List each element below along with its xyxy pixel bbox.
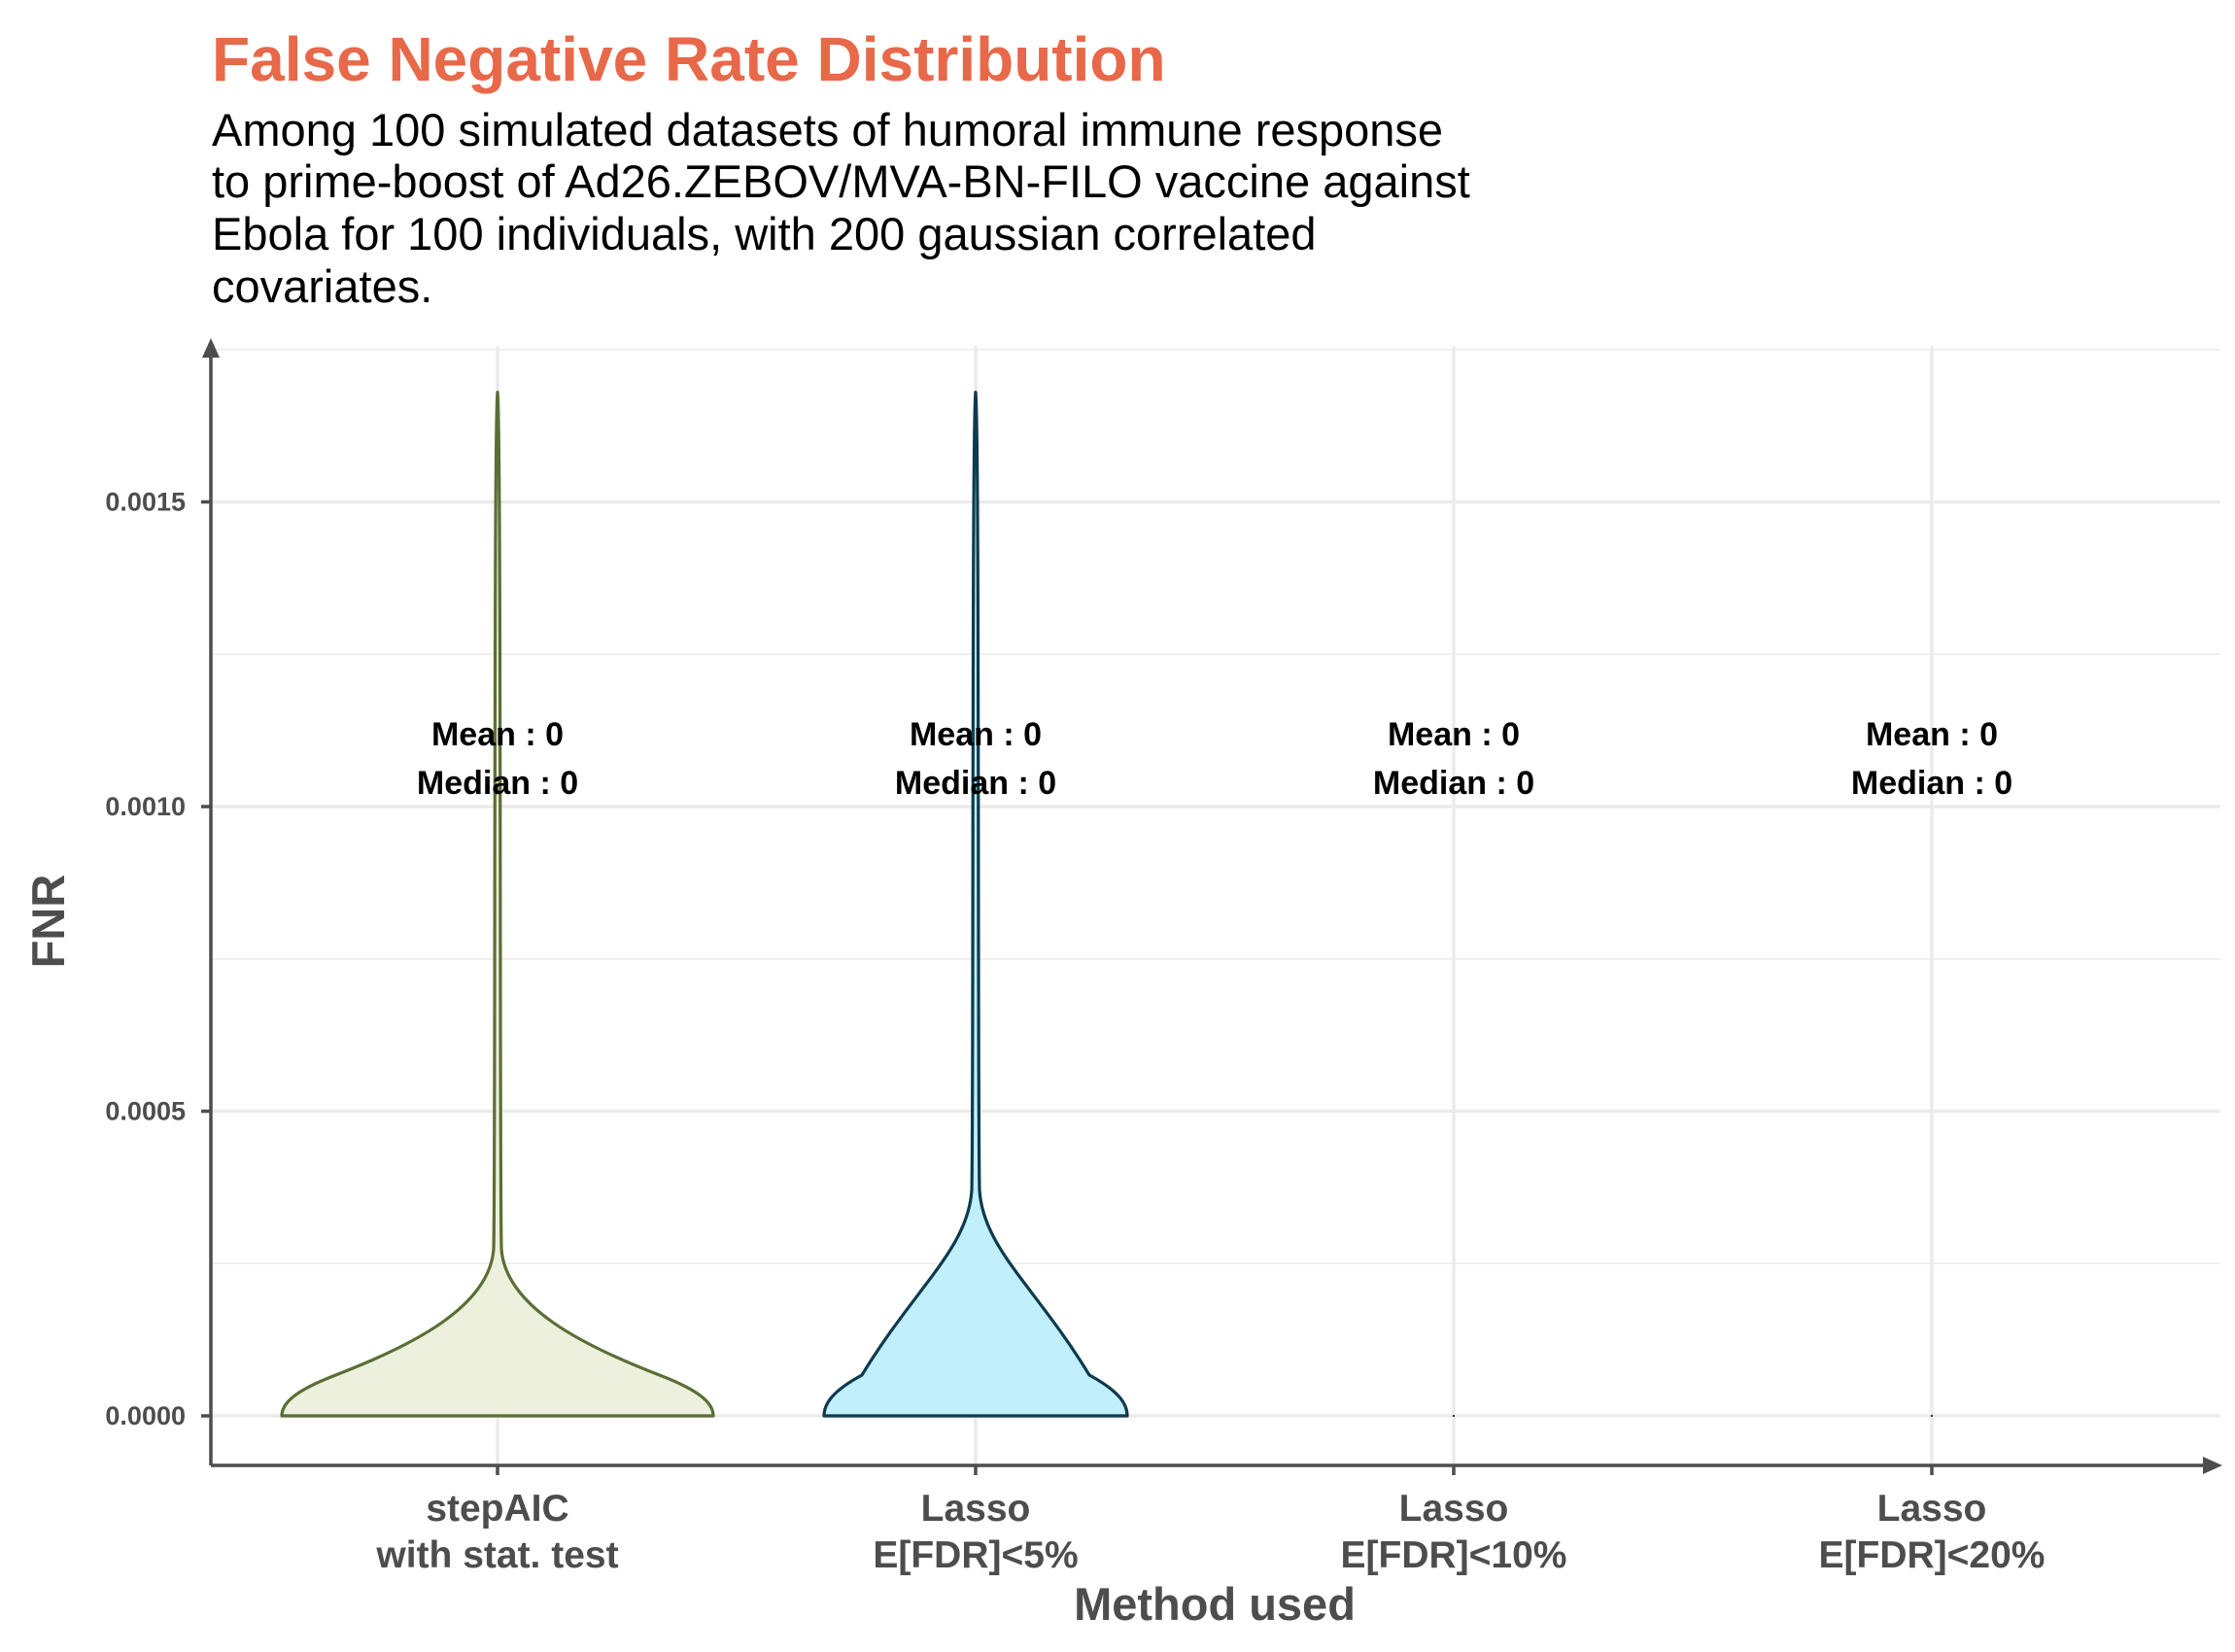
annotation-mean: Mean : 0 xyxy=(1388,716,1520,753)
violins xyxy=(280,391,1933,1418)
annotation-mean: Mean : 0 xyxy=(431,716,564,753)
violin-0 xyxy=(280,391,715,1418)
annotation-median: Median : 0 xyxy=(417,765,578,802)
annotations: Mean : 0 Median : 0 Mean : 0 Median : 0 Mean… xyxy=(417,716,2012,802)
x-category-label: Lasso xyxy=(1399,1488,1509,1530)
y-tick-label: 0.0000 xyxy=(105,1401,186,1430)
x-category-label: with stat. test xyxy=(375,1534,618,1576)
chart-title: False Negative Rate Distribution xyxy=(212,24,1166,94)
violin-1 xyxy=(822,391,1129,1418)
annotation-mean: Mean : 0 xyxy=(910,716,1042,753)
y-ticks: 0.0000 0.0005 0.0010 0.0015 xyxy=(105,488,211,1430)
y-tick-label: 0.0015 xyxy=(105,488,186,517)
annotation-median: Median : 0 xyxy=(895,765,1056,802)
x-category-label: E[FDR]<10% xyxy=(1341,1534,1567,1576)
chart-subtitle-line-3: Ebola for 100 individuals, with 200 gaus… xyxy=(212,208,1317,259)
y-axis-arrow xyxy=(202,338,220,358)
chart-subtitle-line-1: Among 100 simulated datasets of humoral … xyxy=(212,104,1443,155)
chart-subtitle-line-2: to prime-boost of Ad26.ZEBOV/MVA-BN-FILO… xyxy=(212,155,1470,207)
axes xyxy=(202,338,2222,1474)
x-category-label: E[FDR]<20% xyxy=(1819,1534,2046,1576)
y-axis-title: FNR xyxy=(22,875,74,969)
x-category-label: E[FDR]<5% xyxy=(873,1534,1078,1576)
y-tick-label: 0.0010 xyxy=(105,792,186,821)
annotation-median: Median : 0 xyxy=(1851,765,2012,802)
annotation-mean: Mean : 0 xyxy=(1866,716,1998,753)
x-category-label: stepAIC xyxy=(426,1488,568,1530)
x-axis-arrow xyxy=(2203,1457,2222,1474)
y-tick-label: 0.0005 xyxy=(105,1097,186,1126)
x-axis-title: Method used xyxy=(1074,1578,1356,1630)
annotation-median: Median : 0 xyxy=(1373,765,1534,802)
chart-subtitle-line-4: covariates. xyxy=(212,260,432,312)
x-category-label: Lasso xyxy=(921,1488,1031,1530)
x-category-label: Lasso xyxy=(1877,1488,1987,1530)
